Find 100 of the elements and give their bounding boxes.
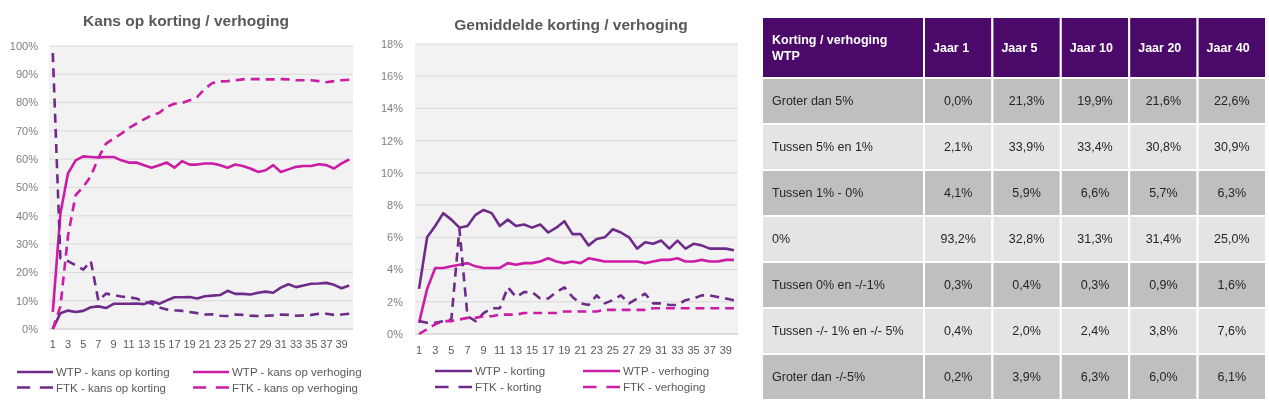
- text: 6,6%: [1080, 186, 1110, 201]
- x-tick-label: 37: [320, 338, 333, 350]
- x-tick-label: 7: [464, 344, 471, 356]
- legend-label: WTP - kans op korting: [56, 366, 170, 379]
- category-label: Groter dan -/-5%: [772, 370, 866, 385]
- text: 2,1%: [943, 140, 973, 155]
- y-tick-label: 0%: [387, 327, 404, 340]
- category-label: 0%: [772, 232, 791, 247]
- y-tick-label: 40%: [15, 209, 39, 222]
- x-tick-label: 7: [95, 338, 102, 350]
- text: 31,3%: [1077, 232, 1113, 247]
- x-tick-label: 21: [198, 338, 211, 350]
- category-label: Groter dan 5%: [772, 94, 854, 109]
- text: 21,3%: [1008, 94, 1045, 109]
- category-label: Jaar 40: [1206, 40, 1250, 55]
- x-tick-label: 11: [123, 338, 135, 350]
- x-tick-label: 31: [655, 344, 668, 356]
- x-tick-label: 15: [525, 344, 539, 356]
- y-tick-label: 70%: [15, 124, 39, 137]
- text: 0,4%: [943, 324, 973, 339]
- line-series: [417, 306, 736, 336]
- x-tick-label: 15: [153, 338, 166, 350]
- text: 22,6%: [1214, 94, 1250, 109]
- text: 32,8%: [1008, 232, 1045, 247]
- x-tick-label: 1: [415, 344, 423, 356]
- x-tick-label: 1: [49, 338, 56, 350]
- x-tick-label: 27: [244, 338, 257, 350]
- text: 3,8%: [1149, 324, 1178, 339]
- y-tick-label: 50%: [15, 181, 39, 194]
- chart-title: Kans op korting / verhoging: [83, 12, 289, 29]
- text: 31,4%: [1145, 232, 1182, 247]
- x-tick-label: 11: [494, 344, 506, 356]
- text: 7,6%: [1217, 324, 1247, 339]
- y-tick-label: 0%: [22, 322, 39, 335]
- text: Korting / verhoging WTP: [772, 32, 888, 63]
- category-label: Jaar 10: [1069, 40, 1113, 55]
- text: 33,4%: [1077, 140, 1113, 155]
- y-tick-label: 80%: [15, 96, 39, 109]
- y-tick-label: 14%: [380, 102, 404, 115]
- legend-label: WTP - verhoging: [623, 365, 710, 378]
- legend-label: FTK - kans op korting: [56, 381, 166, 394]
- y-tick-label: 100%: [9, 39, 39, 52]
- y-tick-label: 16%: [380, 70, 404, 83]
- line-series: [417, 256, 736, 325]
- text: 33,9%: [1008, 140, 1045, 155]
- legend-label: WTP - kans op verhoging: [232, 366, 362, 379]
- x-tick-label: 17: [542, 344, 555, 356]
- text: 30,8%: [1145, 140, 1182, 155]
- x-tick-label: 5: [80, 338, 87, 350]
- text: 19,9%: [1077, 94, 1113, 109]
- y-tick-label: 6%: [387, 231, 404, 244]
- text: 2,4%: [1080, 324, 1110, 339]
- text: 1,6%: [1217, 278, 1247, 293]
- y-tick-label: 2%: [387, 295, 404, 308]
- text: 25,0%: [1214, 232, 1250, 247]
- text: 0,4%: [1012, 278, 1041, 293]
- y-tick-label: 18%: [380, 37, 404, 50]
- chart-title: Gemiddelde korting / verhoging: [454, 16, 688, 33]
- y-tick-label: 12%: [380, 134, 404, 147]
- text: 6,0%: [1149, 370, 1178, 385]
- legend-label: FTK - korting: [475, 381, 542, 394]
- y-tick-label: 4%: [387, 263, 404, 276]
- x-tick-label: 37: [703, 344, 716, 356]
- x-tick-label: 17: [168, 338, 181, 350]
- x-tick-label: 31: [274, 338, 287, 350]
- x-tick-label: 19: [183, 338, 196, 350]
- y-tick-label: 8%: [387, 198, 404, 211]
- text: 0,0%: [943, 94, 973, 109]
- text: 5,9%: [1012, 186, 1041, 201]
- text: 21,6%: [1145, 94, 1182, 109]
- x-tick-label: 13: [137, 338, 151, 350]
- text: 4,1%: [943, 186, 973, 201]
- x-tick-label: 29: [259, 338, 272, 350]
- legend-label: WTP - korting: [475, 365, 546, 378]
- y-tick-label: 30%: [15, 237, 39, 250]
- x-tick-label: 9: [480, 344, 487, 356]
- text: 93,2%: [940, 232, 976, 247]
- text: 0,9%: [1149, 278, 1178, 293]
- x-tick-label: 3: [64, 338, 72, 350]
- text: 2,0%: [1012, 324, 1041, 339]
- x-tick-label: 25: [229, 338, 242, 350]
- y-tick-label: 10%: [380, 166, 404, 179]
- x-tick-label: 33: [289, 338, 303, 350]
- x-tick-label: 25: [606, 344, 619, 356]
- x-tick-label: 5: [448, 344, 455, 356]
- text: 6,3%: [1080, 370, 1110, 385]
- text: 0,3%: [1080, 278, 1110, 293]
- x-tick-label: 21: [574, 344, 587, 356]
- x-tick-label: 9: [110, 338, 117, 350]
- x-tick-label: 35: [687, 344, 700, 356]
- x-tick-label: 39: [719, 344, 733, 356]
- category-label: Jaar 20: [1138, 40, 1182, 55]
- y-tick-label: 60%: [15, 153, 39, 166]
- text: 30,9%: [1214, 140, 1250, 155]
- x-tick-label: 23: [590, 344, 603, 356]
- x-tick-label: 23: [213, 338, 227, 350]
- legend-label: FTK - verhoging: [623, 381, 706, 394]
- x-tick-label: 19: [558, 344, 571, 356]
- text: 3,9%: [1012, 370, 1041, 385]
- category-label: Tussen 0% en -/-1%: [772, 278, 885, 293]
